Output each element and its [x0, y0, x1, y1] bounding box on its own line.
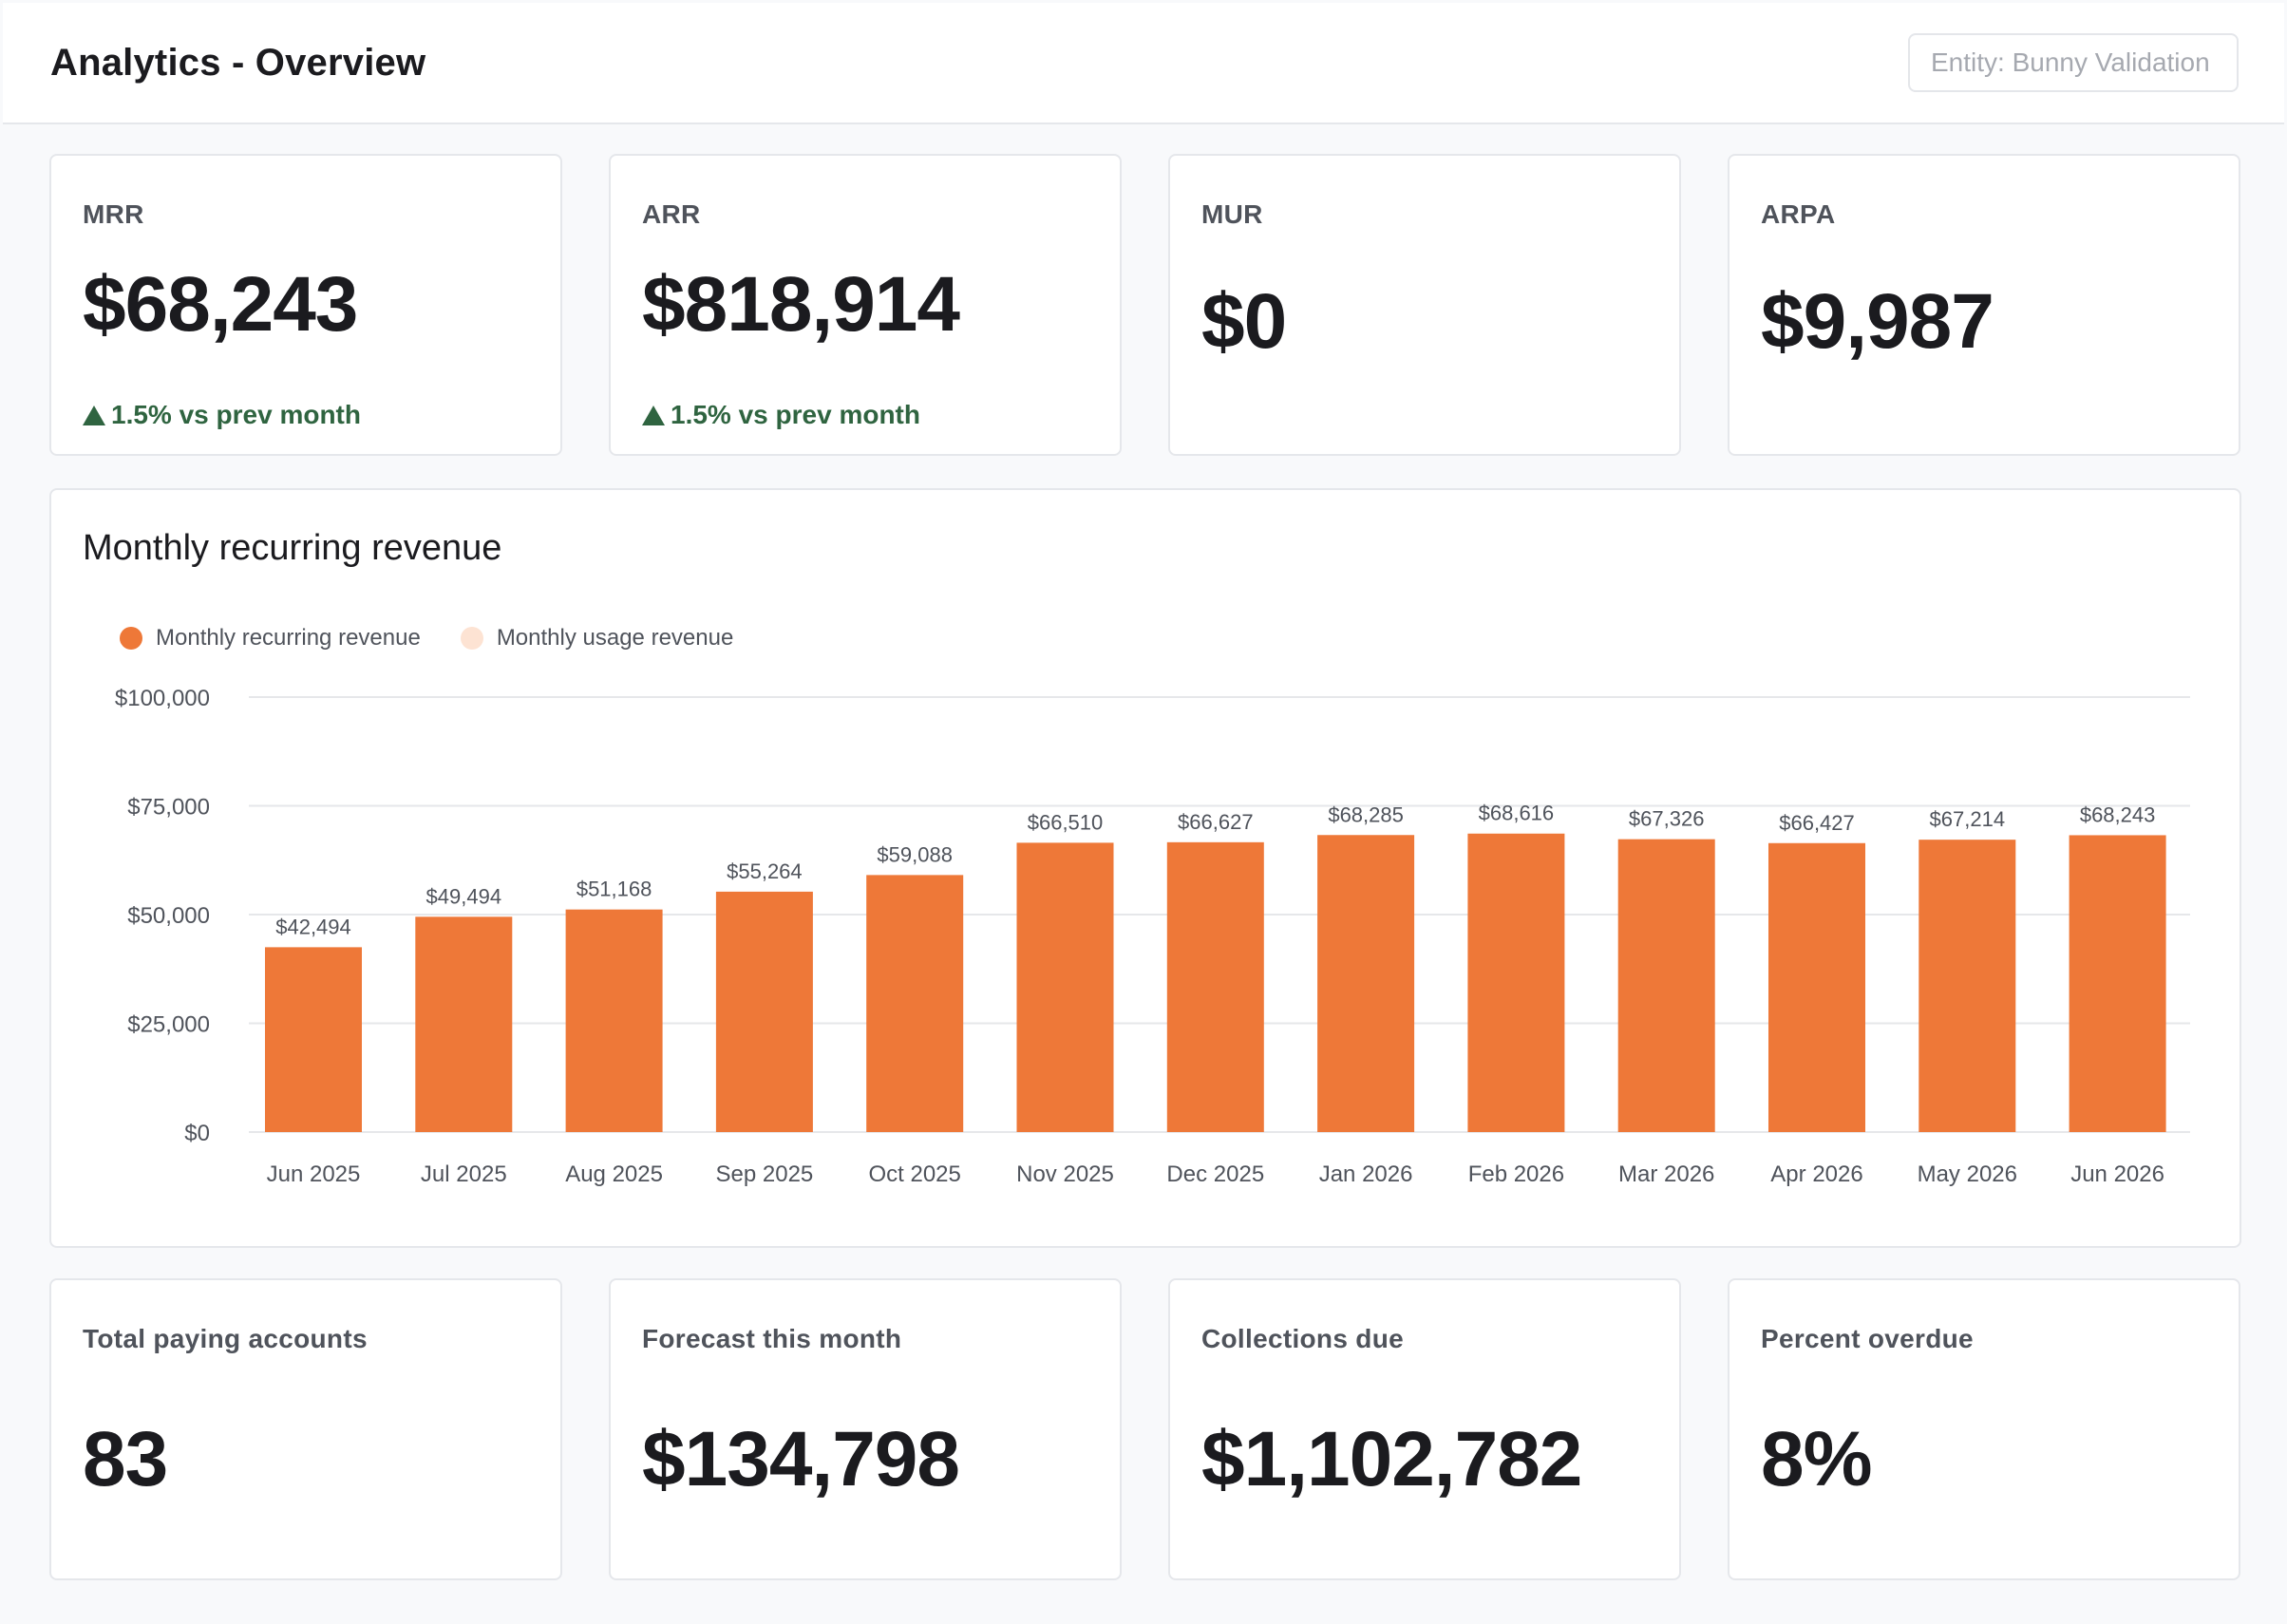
total-paying-accounts-value: 83	[83, 1416, 168, 1502]
bar	[1467, 833, 1565, 1132]
x-tick-label: Sep 2025	[716, 1161, 814, 1187]
percent-overdue-value: 8%	[1761, 1416, 1873, 1502]
bar	[866, 875, 964, 1132]
bar-data-label: $66,627	[1178, 810, 1254, 834]
bar	[1617, 839, 1715, 1132]
forecast-value: $134,798	[642, 1416, 960, 1502]
x-tick-label: Jun 2026	[2070, 1161, 2164, 1187]
bar-chart: $0 $25,000 $50,000 $75,000 $100,000 $42,494 Ju…	[115, 686, 2190, 1187]
mur-label: MUR	[1201, 199, 1263, 229]
legend-label: Monthly usage revenue	[496, 625, 734, 651]
bar	[1317, 835, 1415, 1132]
y-tick-label: $50,000	[127, 903, 210, 929]
arr-label: ARR	[642, 199, 701, 229]
bar	[265, 947, 362, 1132]
legend-label: Monthly recurring revenue	[156, 625, 421, 651]
forecast-card: Forecast this month $134,798	[609, 1278, 1122, 1580]
collections-due-label: Collections due	[1201, 1324, 1404, 1353]
bar-data-label: $66,510	[1028, 810, 1104, 834]
x-tick-label: Nov 2025	[1016, 1161, 1114, 1187]
bar-data-label: $59,088	[877, 842, 953, 866]
x-tick-label: Feb 2026	[1468, 1161, 1564, 1187]
x-tick-label: Jun 2025	[267, 1161, 361, 1187]
x-tick-label: Jan 2026	[1319, 1161, 1413, 1187]
total-paying-accounts-card: Total paying accounts 83	[49, 1278, 562, 1580]
y-tick-label: $0	[184, 1121, 210, 1146]
arr-value: $818,914	[642, 261, 960, 348]
entity-filter-input[interactable]	[1908, 33, 2239, 92]
legend-item-usage[interactable]: Monthly usage revenue	[460, 625, 734, 651]
mrr-change: 1.5% vs prev month	[83, 400, 361, 430]
bar	[2069, 835, 2166, 1132]
mur-card: MUR $0	[1168, 154, 1681, 456]
legend-dot-icon	[120, 627, 142, 650]
bar-data-label: $66,427	[1779, 811, 1855, 835]
arrow-up-icon	[642, 405, 665, 425]
bar	[715, 891, 813, 1132]
x-tick-label: Aug 2025	[565, 1161, 663, 1187]
arrow-up-icon	[83, 405, 105, 425]
y-tick-label: $25,000	[127, 1012, 210, 1038]
collections-due-card: Collections due $1,102,782	[1168, 1278, 1681, 1580]
bar	[1918, 840, 2016, 1132]
bar	[1166, 841, 1264, 1132]
x-tick-label: Dec 2025	[1166, 1161, 1264, 1187]
legend-item-recurring[interactable]: Monthly recurring revenue	[120, 625, 421, 651]
x-tick-label: Jul 2025	[421, 1161, 507, 1187]
arpa-value: $9,987	[1761, 278, 1994, 365]
chart-legend: Monthly recurring revenue Monthly usage …	[120, 625, 773, 651]
bar	[1768, 842, 1865, 1132]
bar-data-label: $49,494	[426, 884, 502, 908]
mrr-change-text: 1.5% vs prev month	[111, 400, 361, 429]
percent-overdue-card: Percent overdue 8%	[1728, 1278, 2240, 1580]
mrr-card: MRR $68,243 1.5% vs prev month	[49, 154, 562, 456]
y-tick-label: $100,000	[115, 686, 210, 711]
arpa-card: ARPA $9,987	[1728, 154, 2240, 456]
x-tick-label: Oct 2025	[868, 1161, 960, 1187]
mur-value: $0	[1201, 278, 1287, 365]
percent-overdue-label: Percent overdue	[1761, 1324, 1974, 1353]
bar-data-label: $51,168	[576, 878, 652, 901]
mrr-value: $68,243	[83, 261, 358, 348]
chart-title: Monthly recurring revenue	[83, 528, 502, 568]
bar-data-label: $67,326	[1629, 807, 1705, 831]
page-header: Analytics - Overview	[3, 3, 2284, 124]
arpa-label: ARPA	[1761, 199, 1836, 229]
bar-data-label: $68,285	[1328, 803, 1404, 826]
arr-change: 1.5% vs prev month	[642, 400, 920, 430]
collections-due-value: $1,102,782	[1201, 1416, 1582, 1502]
bar	[1016, 842, 1114, 1132]
x-tick-label: Apr 2026	[1770, 1161, 1862, 1187]
x-tick-label: Mar 2026	[1618, 1161, 1714, 1187]
y-tick-label: $75,000	[127, 795, 210, 821]
legend-dot-icon	[460, 627, 483, 650]
mrr-label: MRR	[83, 199, 144, 229]
mrr-chart-card: Monthly recurring revenue Monthly recurr…	[49, 488, 2241, 1248]
page-title: Analytics - Overview	[50, 41, 426, 84]
bar-data-label: $42,494	[275, 915, 351, 938]
x-tick-label: May 2026	[1918, 1161, 2017, 1187]
arr-change-text: 1.5% vs prev month	[671, 400, 920, 429]
bar	[415, 916, 513, 1132]
bar	[565, 909, 663, 1132]
bar-data-label: $67,214	[1930, 807, 2006, 831]
bar-data-label: $55,264	[727, 859, 803, 883]
forecast-label: Forecast this month	[642, 1324, 902, 1353]
bar-data-label: $68,243	[2080, 803, 2156, 826]
total-paying-accounts-label: Total paying accounts	[83, 1324, 368, 1353]
arr-card: ARR $818,914 1.5% vs prev month	[609, 154, 1122, 456]
bar-data-label: $68,616	[1479, 802, 1555, 825]
